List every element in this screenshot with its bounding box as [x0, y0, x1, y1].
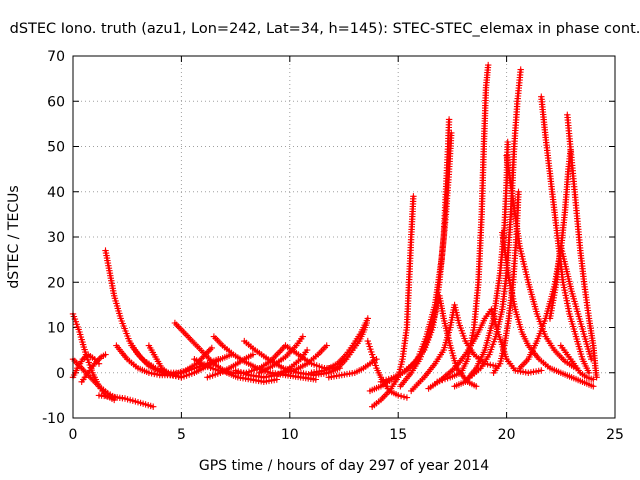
- plus-marker: [204, 351, 257, 381]
- data-series-track: [308, 315, 371, 376]
- plus-marker: [308, 315, 371, 376]
- data-series-track: [546, 242, 595, 363]
- y-axis-label: dSTEC / TECUs: [6, 185, 22, 288]
- y-tick-label: 60: [47, 94, 65, 110]
- y-tick-label: -10: [42, 411, 65, 427]
- data-series-track: [204, 351, 257, 381]
- y-tick-label: 0: [56, 366, 65, 382]
- data-series-track: [95, 392, 157, 410]
- plus-marker: [451, 138, 511, 390]
- x-tick-label: 15: [389, 427, 407, 443]
- x-tick-label: 5: [177, 427, 186, 443]
- data-series-track: [325, 356, 380, 381]
- plus-marker: [69, 310, 118, 404]
- plus-marker: [499, 229, 597, 390]
- plus-marker: [369, 193, 417, 410]
- plus-marker: [78, 351, 109, 385]
- plot-frame: [72, 55, 616, 419]
- data-series-track: [78, 351, 109, 385]
- plus-marker: [466, 66, 524, 381]
- data-series-track: [564, 111, 600, 381]
- y-tick-label: 70: [47, 49, 65, 65]
- plus-marker: [546, 242, 595, 363]
- plus-marker: [408, 301, 499, 395]
- plus-marker: [95, 392, 157, 410]
- y-tick-label: 40: [47, 185, 65, 201]
- data-series-track: [466, 66, 524, 381]
- chart-title: dSTEC Iono. truth (azu1, Lon=242, Lat=34…: [10, 21, 640, 37]
- data-series-track: [69, 310, 118, 404]
- y-tick-label: 10: [47, 321, 65, 337]
- y-tick-label: 50: [47, 140, 65, 156]
- data-series-track: [434, 61, 492, 385]
- plus-marker: [377, 129, 455, 385]
- plus-marker: [434, 61, 492, 385]
- plus-marker: [557, 342, 597, 383]
- x-tick-label: 20: [498, 427, 516, 443]
- y-tick-label: 30: [47, 230, 65, 246]
- plus-marker: [564, 111, 600, 381]
- data-series-track: [408, 301, 499, 395]
- data-series-track: [377, 129, 455, 385]
- data-series: [69, 61, 600, 410]
- y-tick-label: 20: [47, 275, 65, 291]
- plus-marker: [325, 356, 380, 381]
- data-series-track: [369, 193, 417, 410]
- data-series-track: [499, 229, 597, 390]
- x-tick-label: 0: [69, 427, 78, 443]
- data-series-track: [557, 342, 597, 383]
- x-tick-labels: 0 5 10 15 20 25: [69, 427, 624, 443]
- data-series-track: [145, 342, 235, 381]
- x-tick-label: 25: [606, 427, 624, 443]
- x-tick-label: 10: [281, 427, 299, 443]
- x-axis-label: GPS time / hours of day 297 of year 2014: [199, 458, 489, 474]
- plus-marker: [364, 337, 411, 401]
- y-tick-labels: -10 0 10 20 30 40 50 60 70: [42, 49, 65, 427]
